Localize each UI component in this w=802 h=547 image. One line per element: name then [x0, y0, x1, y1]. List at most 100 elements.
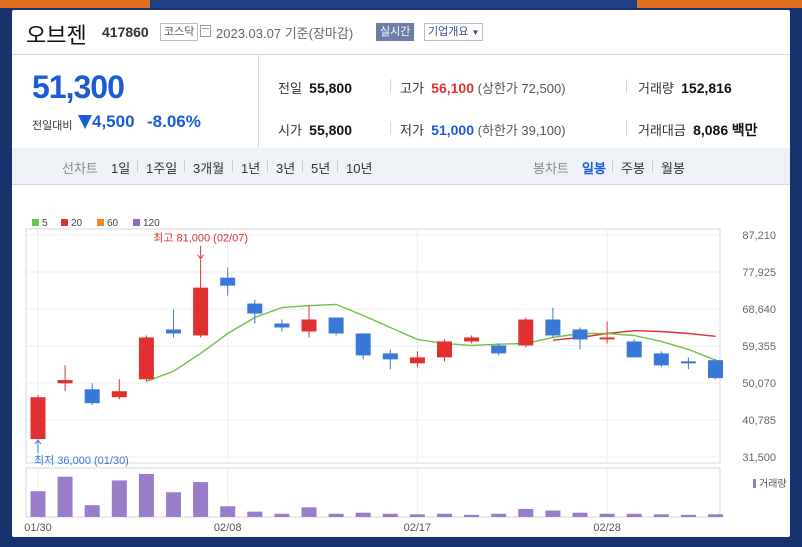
legend-swatch-120 — [133, 219, 140, 226]
candle-body — [518, 319, 534, 346]
divider — [232, 160, 233, 172]
down-triangle-icon — [78, 115, 92, 129]
realtime-button[interactable]: 실시간 — [376, 23, 415, 41]
candle-body — [572, 329, 588, 340]
calendar-icon — [200, 25, 211, 37]
top-strip-accent-right — [637, 0, 802, 8]
period-10y[interactable]: 10년 — [346, 161, 373, 176]
y-tick-label: 59,355 — [742, 341, 776, 353]
trade-amount: 거래대금 8,086 백만 — [638, 122, 758, 138]
candle-body — [138, 337, 154, 380]
volume-bar — [166, 492, 181, 517]
period-5y[interactable]: 5년 — [311, 161, 331, 176]
volume-bar — [680, 514, 696, 517]
candle-body — [491, 345, 507, 354]
candle-body — [274, 323, 290, 328]
top-strip — [0, 0, 802, 8]
divider — [184, 160, 185, 172]
stock-header: 오브젠 417860 코스닥 2023.03.07 기준(장마감) 실시간 기업… — [12, 10, 790, 54]
candle-body — [653, 353, 669, 366]
candle-body — [247, 303, 263, 314]
x-tick-label: 01/30 — [24, 522, 52, 534]
current-price: 51,300 — [32, 69, 125, 105]
divider — [137, 160, 138, 172]
volume-plot-frame — [25, 467, 721, 518]
volume-bar — [57, 476, 73, 517]
annotation-high-label: 최고 81,000 (02/07) — [153, 232, 248, 245]
legend-swatch-20 — [61, 219, 68, 226]
change-label: 전일대비 — [32, 120, 73, 132]
legend-label-60: 60 — [107, 218, 119, 229]
period-1w[interactable]: 1주일 — [146, 161, 178, 176]
volume-bar — [382, 513, 398, 517]
volume-bar — [491, 513, 507, 517]
legend-label-5: 5 — [42, 218, 48, 229]
candle-body — [166, 329, 181, 334]
candle-body — [355, 333, 371, 356]
divider — [390, 79, 391, 93]
volume-legend-swatch — [753, 479, 756, 488]
annotation-arrowhead — [34, 439, 42, 445]
candle-daily[interactable]: 일봉 — [582, 161, 606, 176]
legend-label-120: 120 — [143, 218, 160, 229]
period-bar: 선차트 1일 1주일 3개월 1년 3년 5년 10년 봉차트 일봉 주봉 월봉 — [12, 148, 790, 185]
change-amount: 4,500 — [92, 112, 135, 131]
candle-body — [193, 287, 209, 336]
market-badge: 코스닥 — [160, 23, 199, 41]
volume-bar — [708, 514, 723, 517]
candle-weekly[interactable]: 주봉 — [621, 161, 645, 176]
volume: 거래량 152,816 — [638, 80, 732, 96]
y-tick-label: 68,640 — [742, 304, 776, 316]
y-tick-label: 77,925 — [742, 267, 776, 279]
x-tick-label: 02/28 — [593, 522, 621, 534]
volume-bar — [437, 513, 452, 517]
y-tick-label: 31,500 — [742, 452, 776, 464]
quote-date: 2023.03.07 기준(장마감) — [216, 26, 354, 41]
volume-bar — [653, 514, 669, 517]
divider — [652, 160, 653, 172]
volume-bar — [247, 511, 263, 517]
candle-body — [84, 389, 100, 404]
y-tick-label: 40,785 — [742, 415, 776, 427]
volume-bar — [328, 513, 344, 517]
divider — [302, 160, 303, 172]
volume-bar — [193, 482, 209, 517]
company-overview-button[interactable]: 기업개요 ▼ — [424, 23, 484, 41]
volume-bar — [464, 514, 480, 517]
volume-bar — [84, 505, 100, 517]
candle-chart-label: 봉차트 — [533, 161, 569, 176]
volume-bar — [545, 510, 561, 517]
stock-code: 417860 — [102, 24, 149, 40]
period-3m[interactable]: 3개월 — [193, 161, 225, 176]
divider — [337, 160, 338, 172]
y-tick-label: 50,070 — [742, 378, 776, 390]
candle-body — [382, 353, 398, 360]
volume-bar — [220, 506, 236, 517]
volume-bar — [274, 513, 290, 517]
price-chart: 5 20 60 120 87,210 77,925 68,640 59,355 50,070 40… — [24, 218, 787, 534]
annotation-arrowhead — [197, 254, 204, 260]
period-3y[interactable]: 3년 — [276, 161, 296, 176]
candle-monthly[interactable]: 월봉 — [661, 161, 685, 176]
current-price-box: 51,300 전일대비 4,500 -8.06% — [12, 55, 259, 149]
candle-body — [301, 319, 317, 332]
annotation-low-label: 최저 36,000 (01/30) — [34, 454, 129, 467]
candle-body — [30, 397, 46, 440]
prev-close: 전일 55,800 — [278, 80, 352, 96]
candle-body — [545, 319, 561, 336]
volume-bar — [355, 512, 371, 517]
period-1y[interactable]: 1년 — [241, 161, 261, 176]
volume-legend-label: 거래량 — [759, 478, 787, 490]
candle-body — [220, 277, 236, 286]
legend-swatch-5 — [32, 219, 39, 226]
legend-label-20: 20 — [71, 218, 83, 229]
volume-bar — [30, 491, 46, 517]
day-low: 저가 51,000 (하한가 39,100) — [400, 122, 566, 138]
x-tick-label: 02/08 — [214, 522, 242, 534]
period-1d[interactable]: 1일 — [111, 161, 131, 176]
candle-body — [57, 380, 73, 384]
quote-summary: 51,300 전일대비 4,500 -8.06% 전일 55,800 고가 56… — [12, 54, 790, 150]
candle-body — [680, 361, 696, 364]
divider — [390, 121, 391, 135]
day-high: 고가 56,100 (상한가 72,500) — [400, 80, 566, 96]
